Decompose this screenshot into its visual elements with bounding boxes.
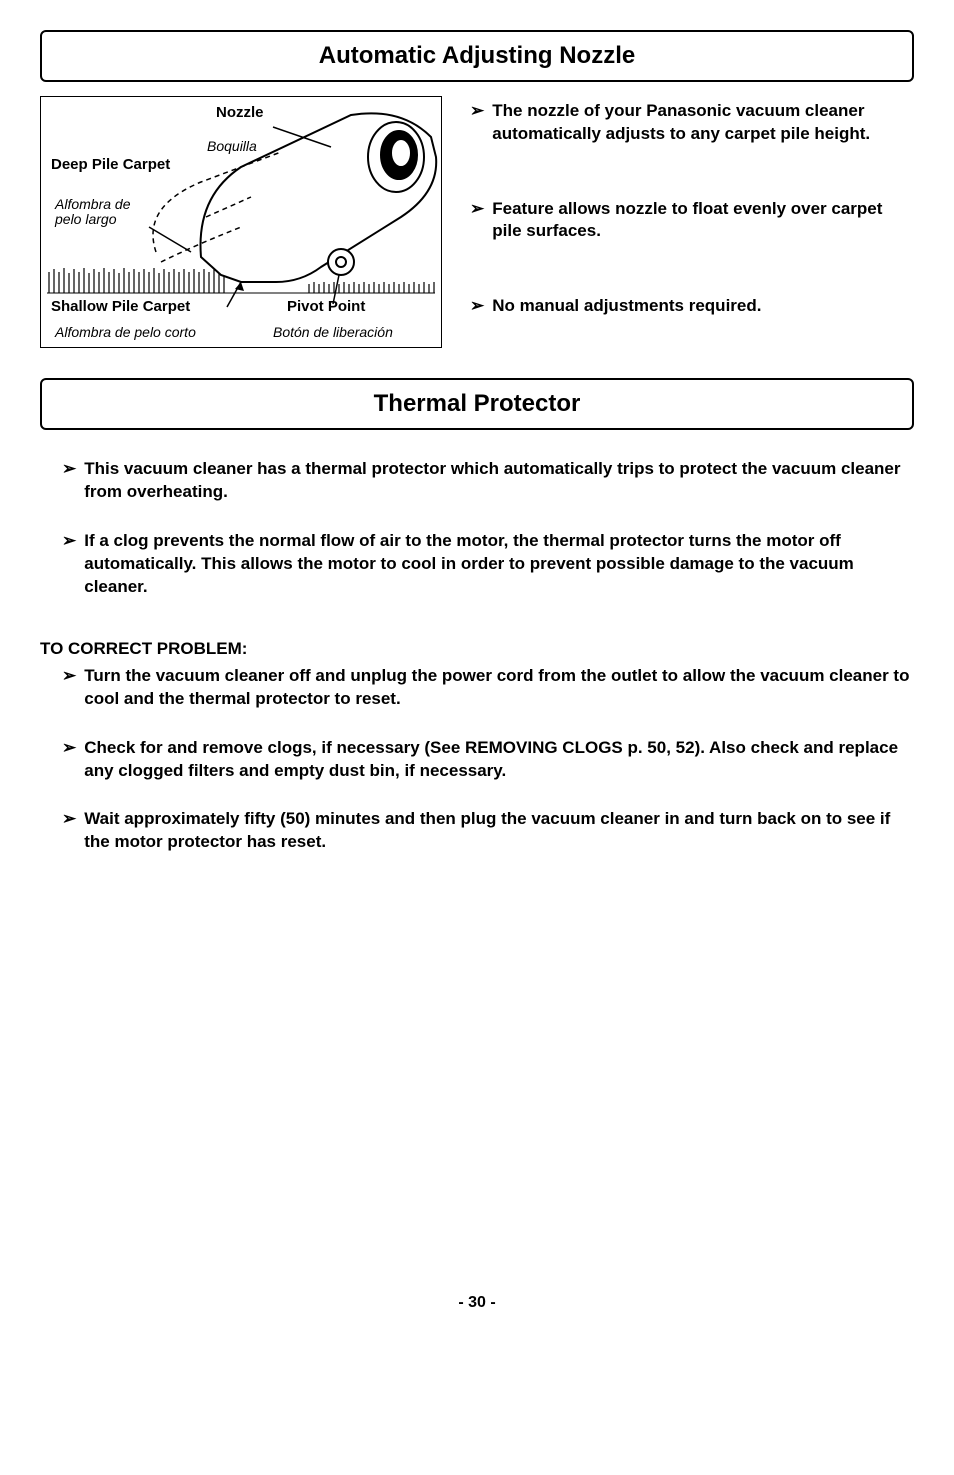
- bullet-marker-icon: ➢: [62, 665, 76, 711]
- bullet-text: Wait approximately fifty (50) minutes an…: [84, 808, 914, 854]
- bullet-text: The nozzle of your Panasonic vacuum clea…: [492, 100, 914, 146]
- label-pivot-en: Pivot Point: [287, 299, 365, 316]
- bullet-item: ➢ The nozzle of your Panasonic vacuum cl…: [470, 100, 914, 146]
- label-deep-es-2: pelo largo: [55, 212, 117, 227]
- bullet-marker-icon: ➢: [470, 100, 484, 146]
- section1-bullets: ➢ The nozzle of your Panasonic vacuum cl…: [470, 96, 914, 348]
- nozzle-diagram: Nozzle Boquilla Deep Pile Carpet Alfombr…: [40, 96, 442, 348]
- bullet-text: If a clog prevents the normal flow of ai…: [84, 530, 914, 599]
- bullet-marker-icon: ➢: [470, 295, 484, 318]
- bullet-text: Turn the vacuum cleaner off and unplug t…: [84, 665, 914, 711]
- bullet-item: ➢ If a clog prevents the normal flow of …: [62, 530, 914, 599]
- section2-title: Thermal Protector: [374, 390, 581, 417]
- label-nozzle-en: Nozzle: [216, 105, 264, 122]
- section1-title: Automatic Adjusting Nozzle: [319, 42, 635, 69]
- page-number: - 30 -: [40, 1294, 914, 1312]
- bullet-marker-icon: ➢: [470, 198, 484, 244]
- bullet-item: ➢ No manual adjustments required.: [470, 295, 914, 318]
- label-pivot-es: Botón de liberación: [273, 325, 393, 340]
- label-shallow-es: Alfombra de pelo corto: [55, 325, 196, 340]
- section1-title-box: Automatic Adjusting Nozzle: [40, 30, 914, 82]
- bullet-item: ➢ Check for and remove clogs, if necessa…: [62, 737, 914, 783]
- bullet-marker-icon: ➢: [62, 808, 76, 854]
- bullet-item: ➢ Turn the vacuum cleaner off and unplug…: [62, 665, 914, 711]
- bullet-text: This vacuum cleaner has a thermal protec…: [84, 458, 914, 504]
- bullet-marker-icon: ➢: [62, 530, 76, 599]
- bullet-item: ➢ This vacuum cleaner has a thermal prot…: [62, 458, 914, 504]
- bullet-marker-icon: ➢: [62, 737, 76, 783]
- label-nozzle-es: Boquilla: [207, 139, 257, 154]
- bullet-marker-icon: ➢: [62, 458, 76, 504]
- bullet-item: ➢ Wait approximately fifty (50) minutes …: [62, 808, 914, 854]
- bullet-text: Feature allows nozzle to float evenly ov…: [492, 198, 914, 244]
- subhead-correct-problem: TO CORRECT PROBLEM:: [40, 639, 914, 659]
- label-deep-en: Deep Pile Carpet: [51, 157, 170, 174]
- bullet-text: Check for and remove clogs, if necessary…: [84, 737, 914, 783]
- bullet-item: ➢ Feature allows nozzle to float evenly …: [470, 198, 914, 244]
- bullet-text: No manual adjustments required.: [492, 295, 761, 318]
- label-shallow-en: Shallow Pile Carpet: [51, 299, 190, 316]
- section2-title-box: Thermal Protector: [40, 378, 914, 430]
- top-row: Nozzle Boquilla Deep Pile Carpet Alfombr…: [40, 96, 914, 348]
